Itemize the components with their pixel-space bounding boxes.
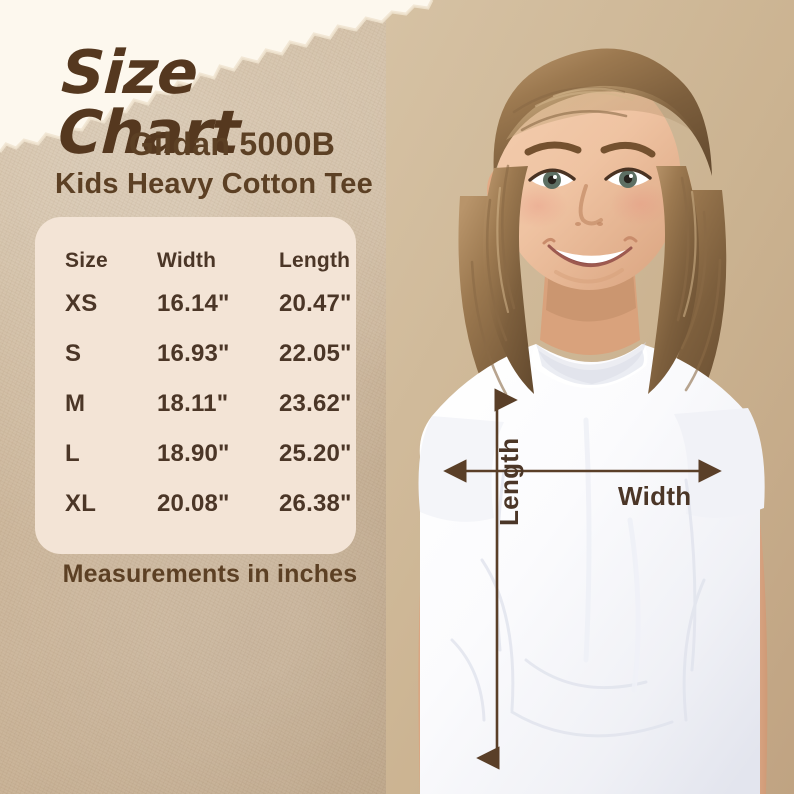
table-row: S 16.93" 22.05"	[35, 329, 356, 379]
size-table: Size Width Length XS 16.14" 20.47" S 16.…	[35, 217, 356, 529]
cell-length: 23.62"	[279, 390, 352, 417]
size-table-card: Size Width Length XS 16.14" 20.47" S 16.…	[35, 217, 356, 554]
cell-size: M	[65, 390, 86, 417]
cell-length: 26.38"	[279, 490, 352, 517]
column-header-width: Width	[157, 249, 217, 272]
torn-paper-edge	[0, 0, 434, 153]
table-row: XL 20.08" 26.38"	[35, 479, 356, 529]
table-row: XS 16.14" 20.47"	[35, 279, 356, 329]
cell-width: 18.11"	[157, 390, 229, 417]
cell-length: 22.05"	[279, 340, 352, 367]
cell-size: L	[65, 440, 80, 467]
cell-width: 16.93"	[157, 340, 230, 367]
column-header-length: Length	[279, 249, 351, 272]
table-header-row: Size Width Length	[35, 217, 356, 279]
cell-length: 20.47"	[279, 290, 352, 317]
cell-width: 18.90"	[157, 440, 230, 467]
brand-model-subtitle: Gildan 5000B	[128, 126, 336, 162]
measurement-units-note: Measurements in inches	[62, 560, 358, 588]
cell-size: XL	[65, 490, 97, 517]
table-row: L 18.90" 25.20"	[35, 429, 356, 479]
product-name-subtitle: Kids Heavy Cotton Tee	[55, 168, 373, 200]
cell-width: 20.08"	[157, 490, 230, 517]
table-row: M 18.11" 23.62"	[35, 379, 356, 429]
cell-length: 25.20"	[279, 440, 352, 467]
cell-size: S	[65, 340, 82, 367]
column-header-size: Size	[65, 249, 108, 272]
cell-width: 16.14"	[157, 290, 230, 317]
cell-size: XS	[65, 290, 98, 317]
